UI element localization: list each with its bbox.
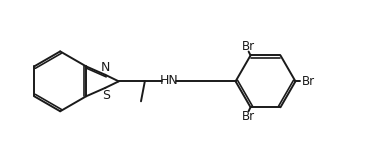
Text: S: S [102, 89, 110, 102]
Text: Br: Br [242, 40, 255, 53]
Text: Br: Br [242, 110, 255, 123]
Text: Br: Br [302, 75, 315, 88]
Text: HN: HN [159, 74, 178, 87]
Text: N: N [101, 61, 111, 74]
